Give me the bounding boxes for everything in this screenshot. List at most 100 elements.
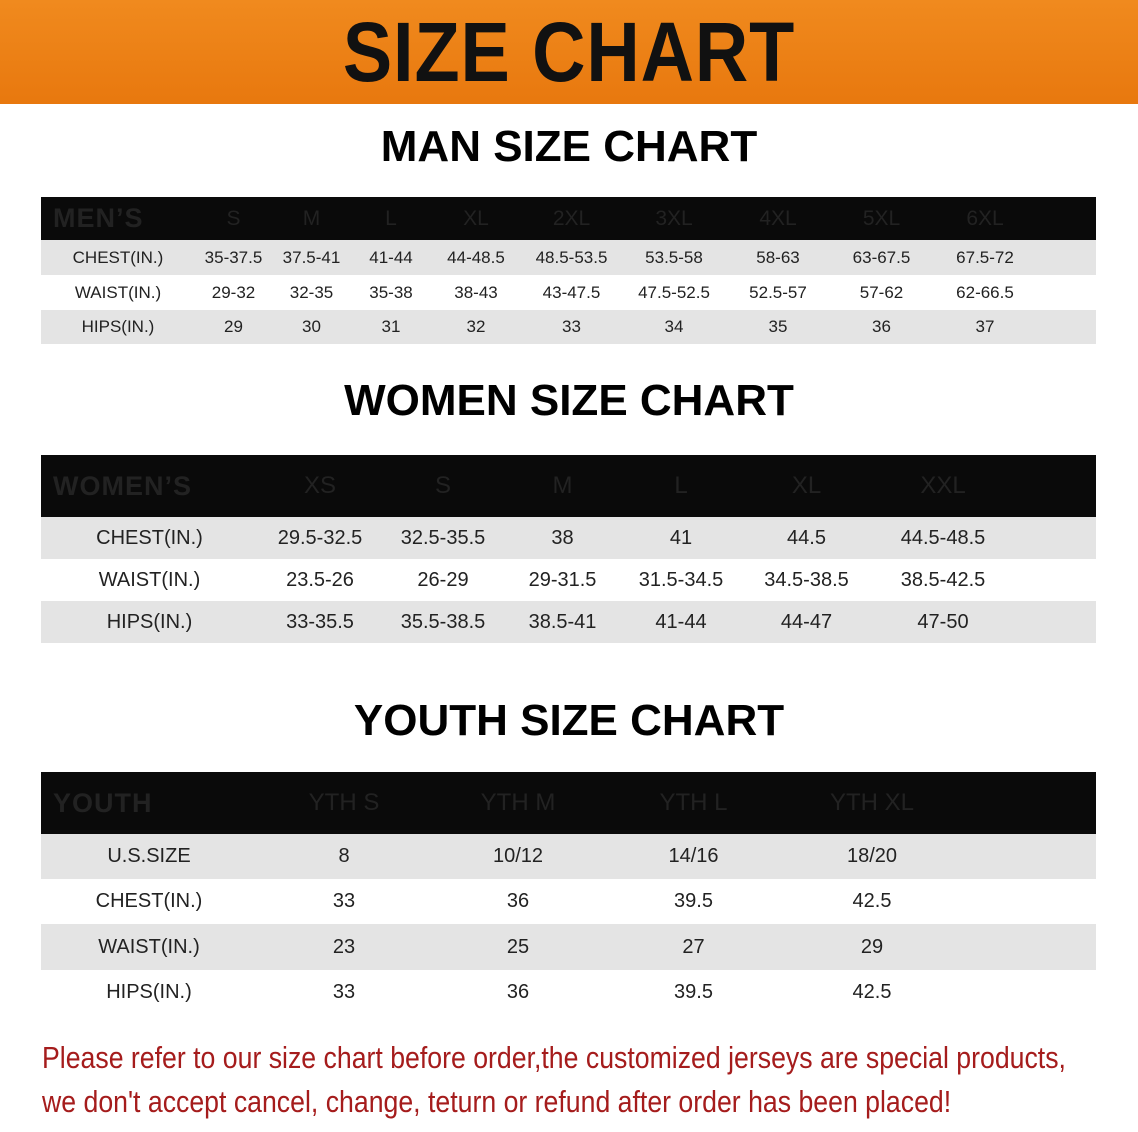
table-row: HIPS(IN.) 33 36 39.5 42.5 [41, 970, 1096, 1015]
table-cell: 30 [302, 317, 321, 336]
table-cell: 63-67.5 [852, 247, 911, 267]
table-cell: YTH L [659, 789, 728, 816]
banner: SIZE CHART [0, 0, 1138, 104]
table-cell: 33-35.5 [286, 610, 354, 633]
table-row: HIPS(IN.) 29 30 31 32 33 34 35 36 37 [41, 310, 1096, 344]
table-cell: 27 [682, 935, 705, 958]
table-row: WAIST(IN.) 29-32 32-35 35-38 38-43 43-47.5 47.… [41, 275, 1096, 310]
table-cell: 62-66.5 [956, 282, 1014, 302]
notice-line-1: Please refer to our size chart before or… [42, 1040, 1066, 1075]
table-cell: 44-47 [780, 610, 833, 633]
table-cell: M [302, 206, 321, 230]
women-section-title: WOMEN SIZE CHART [344, 376, 794, 425]
table-row: CHEST(IN.) 35-37.5 37.5-41 41-44 44-48.5 48.5… [41, 240, 1096, 275]
table-cell: 35-38 [369, 282, 413, 302]
table-header-row: YOUTH YTH S YTH M YTH L YTH XL [41, 772, 1096, 834]
table-cell: 39.5 [674, 981, 713, 1003]
table-cell: 38-43 [454, 282, 498, 302]
table-cell: 29-31.5 [528, 568, 597, 591]
table-cell: 44.5 [787, 526, 826, 549]
table-cell: 57-62 [859, 282, 904, 302]
table-cell: YTH S [308, 789, 380, 816]
table-cell: 47-50 [917, 610, 969, 633]
table-cell: 52.5-57 [749, 282, 807, 302]
table-cell: 41-44 [369, 247, 413, 267]
table-cell: 42.5 [852, 890, 892, 912]
order-notice: Please refer to our size chart before or… [42, 1036, 1066, 1124]
table-cell: 29 [860, 935, 884, 958]
table-cell: 58-63 [756, 247, 800, 267]
table-cell: 29 [224, 317, 243, 336]
table-cell: 53.5-58 [645, 247, 703, 267]
table-cell: S [226, 206, 241, 230]
table-cell: 38.5-42.5 [900, 568, 986, 591]
youth-section-title: YOUTH SIZE CHART [353, 696, 785, 745]
table-cell: 34.5-38.5 [764, 568, 849, 591]
row-label: HIPS(IN.) [81, 317, 155, 336]
table-cell: 33 [332, 981, 356, 1003]
row-label: U.S.SIZE [107, 845, 191, 867]
table-cell: 29.5-32.5 [277, 526, 363, 549]
table-cell: 36 [872, 317, 891, 336]
table-cell: 35.5-38.5 [400, 610, 486, 633]
table-cell: YTH XL [829, 789, 915, 816]
table-cell: 33 [562, 317, 581, 336]
row-label: HIPS(IN.) [106, 610, 193, 633]
table-cell: 35 [768, 317, 788, 336]
row-label: MEN’S [53, 203, 144, 233]
banner-title: SIZE CHART [342, 4, 796, 99]
table-cell: M [552, 472, 573, 499]
table-cell: 25 [506, 935, 530, 958]
row-label: CHEST(IN.) [72, 247, 164, 267]
row-label: CHEST(IN.) [95, 890, 203, 912]
table-row: CHEST(IN.) 33 36 39.5 42.5 [41, 879, 1096, 924]
table-cell: S [434, 472, 451, 499]
table-cell: 4XL [759, 206, 797, 230]
table-cell: YTH M [480, 789, 556, 816]
table-cell: 32.5-35.5 [400, 526, 486, 549]
table-cell: 38.5-41 [528, 610, 597, 633]
men-size-table: MEN’S S M L XL 2XL 3XL 4XL 5XL 6XL CHEST(IN.) 35-37… [41, 197, 1096, 344]
table-cell: 47.5-52.5 [638, 282, 710, 302]
row-label: HIPS(IN.) [106, 981, 192, 1003]
table-cell: XS [303, 472, 336, 499]
table-cell: 44.5-48.5 [900, 526, 986, 549]
table-cell: 32-35 [289, 282, 334, 302]
table-header-row: MEN’S S M L XL 2XL 3XL 4XL 5XL 6XL [41, 197, 1096, 240]
row-label: YOUTH [53, 787, 153, 818]
table-cell: 42.5 [852, 981, 892, 1003]
table-cell: 33 [332, 890, 356, 912]
table-cell: 38 [551, 526, 574, 549]
table-cell: 37.5-41 [282, 247, 341, 267]
table-cell: 6XL [966, 206, 1004, 230]
table-cell: 44-48.5 [447, 247, 505, 267]
table-cell: 23.5-26 [286, 568, 354, 591]
table-cell: 31.5-34.5 [638, 568, 724, 591]
table-cell: 18/20 [846, 845, 898, 867]
table-cell: 41-44 [655, 610, 707, 633]
table-row: CHEST(IN.) 29.5-32.5 32.5-35.5 38 41 44.5 44.5… [41, 517, 1096, 559]
table-cell: 37 [975, 317, 995, 336]
table-cell: 31 [381, 317, 401, 336]
table-row: U.S.SIZE 8 10/12 14/16 18/20 [41, 834, 1096, 879]
table-cell: L [674, 472, 688, 499]
men-section-title: MAN SIZE CHART [380, 122, 758, 171]
row-label: WAIST(IN.) [98, 935, 200, 958]
table-cell: 14/16 [668, 845, 719, 867]
table-cell: XXL [920, 472, 966, 499]
table-row: HIPS(IN.) 33-35.5 35.5-38.5 38.5-41 41-44 44-… [41, 601, 1096, 643]
table-row: WAIST(IN.) 23 25 27 29 [41, 924, 1096, 970]
table-cell: L [385, 206, 397, 230]
table-cell: 48.5-53.5 [535, 247, 608, 267]
table-cell: 2XL [552, 206, 591, 230]
table-cell: 67.5-72 [956, 247, 1014, 267]
youth-size-table: YOUTH YTH S YTH M YTH L YTH XL U.S.SIZE 8 10/12… [41, 772, 1096, 1015]
table-cell: 41 [669, 526, 693, 549]
table-cell: 3XL [655, 206, 693, 230]
row-label: CHEST(IN.) [96, 526, 203, 549]
table-cell: 39.5 [674, 890, 713, 912]
table-cell: 43-47.5 [542, 282, 601, 302]
table-cell: 29-32 [211, 282, 256, 302]
table-cell: 35-37.5 [204, 247, 263, 267]
